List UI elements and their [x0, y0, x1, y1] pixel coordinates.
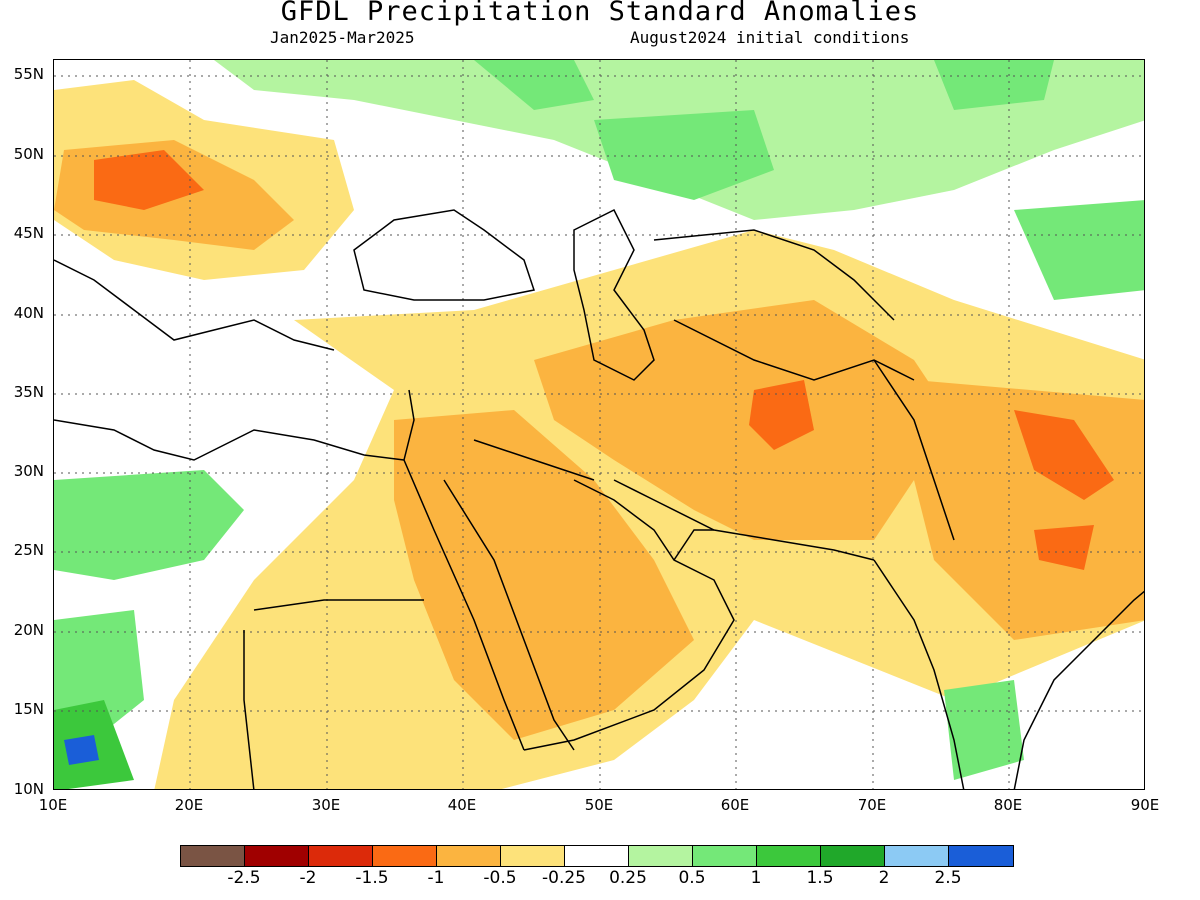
lon-label-30e: 30E: [311, 796, 341, 814]
colorbar-label: -2: [299, 868, 317, 888]
lat-label-20n: 20N: [13, 621, 44, 639]
colorbar-box-4: [373, 846, 437, 866]
colorbar-label: 0.25: [609, 868, 647, 888]
lat-label-30n: 30N: [13, 462, 44, 480]
red-sea-coast: [403, 389, 575, 751]
caspian-coast: [573, 208, 655, 381]
colorbar-box-3: [309, 846, 373, 866]
forecast-period: Jan2025-Mar2025: [270, 28, 415, 47]
shade-kazakh-green: [594, 110, 774, 200]
lon-label-40e: 40E: [447, 796, 477, 814]
lon-label-20e: 20E: [174, 796, 204, 814]
shade-iran-orange: [534, 300, 954, 540]
shade-afghan-red: [749, 380, 814, 450]
lat-label-50n: 50N: [13, 145, 44, 163]
arabia-coast: [523, 479, 735, 751]
lat-label-45n: 45N: [13, 224, 44, 242]
lat-label-40n: 40N: [13, 304, 44, 322]
lat-label-25n: 25N: [13, 541, 44, 559]
colorbar-box-13: [949, 846, 1013, 866]
anomaly-map-svg: [54, 60, 1144, 789]
lon-label-70e: 70E: [857, 796, 887, 814]
colorbar-box-10: [757, 846, 821, 866]
shade-nepal-red: [1014, 410, 1114, 500]
shade-europe-red: [94, 150, 204, 210]
colorbar-label: -2.5: [227, 868, 261, 888]
colorbar-box-7: [565, 846, 629, 866]
colorbar: [180, 845, 1014, 867]
iran-coast: [613, 479, 875, 561]
colorbar-box-11: [821, 846, 885, 866]
shade-north-green: [474, 60, 594, 110]
colorbar-label: -1.5: [355, 868, 389, 888]
anomaly-shading: [54, 60, 1144, 789]
lon-label-50e: 50E: [584, 796, 614, 814]
black-sea-coast: [353, 209, 535, 301]
shade-arabia-orange: [394, 410, 694, 740]
country-borders: [243, 229, 955, 789]
map-gridlines: [54, 60, 1144, 789]
colorbar-label: -1: [427, 868, 445, 888]
colorbar-box-12: [885, 846, 949, 866]
chart-title: GFDL Precipitation Standard Anomalies: [280, 0, 920, 27]
colorbar-label: 1.5: [806, 868, 834, 888]
colorbar-box-5: [437, 846, 501, 866]
lat-label-15n: 15N: [13, 700, 44, 718]
colorbar-box-9: [693, 846, 757, 866]
lat-label-55n: 55N: [13, 65, 44, 83]
lon-label-80e: 80E: [993, 796, 1023, 814]
shade-africa-blue: [64, 735, 99, 765]
colorbar-label: 1: [750, 868, 762, 888]
shade-india-green: [944, 680, 1024, 780]
colorbar-box-8: [629, 846, 693, 866]
coastlines: [54, 208, 1144, 789]
anomaly-map: [53, 59, 1145, 790]
shade-india-red: [1034, 525, 1094, 570]
colorbar-box-1: [181, 846, 245, 866]
lon-label-60e: 60E: [720, 796, 750, 814]
lat-label-10n: 10N: [13, 780, 44, 798]
colorbar-label: 2.5: [934, 868, 962, 888]
shade-africa-green: [54, 470, 244, 580]
lat-label-35n: 35N: [13, 383, 44, 401]
shade-siberia-green: [934, 60, 1054, 110]
lon-label-10e: 10E: [38, 796, 68, 814]
colorbar-label: 2: [878, 868, 890, 888]
india-coast: [873, 559, 1144, 789]
colorbar-label: -0.5: [483, 868, 517, 888]
colorbar-box-2: [245, 846, 309, 866]
north-africa-coast: [54, 419, 405, 461]
europe-coast: [54, 259, 335, 351]
lon-label-90e: 90E: [1130, 796, 1160, 814]
colorbar-box-6: [501, 846, 565, 866]
shade-china-green: [1014, 200, 1144, 300]
colorbar-label: -0.25: [542, 868, 586, 888]
initial-conditions: August2024 initial conditions: [630, 28, 910, 47]
colorbar-label: 0.5: [678, 868, 706, 888]
